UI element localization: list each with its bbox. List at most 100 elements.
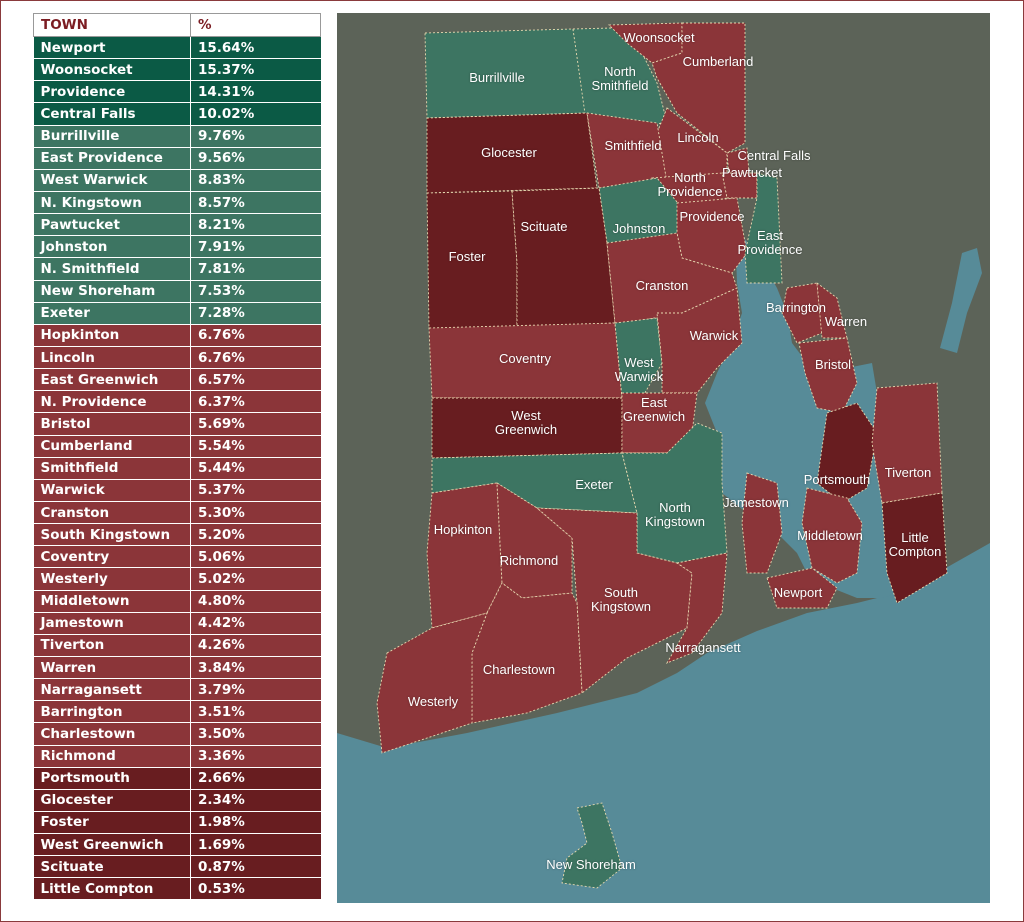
label-newport: Newport bbox=[773, 585, 823, 600]
label-east-greenwich: East Greenwich bbox=[622, 395, 686, 424]
label-west-greenwich: West Greenwich bbox=[494, 408, 558, 437]
percent-cell: 7.28% bbox=[190, 302, 321, 325]
label-east-providence: East Providence bbox=[737, 228, 803, 257]
percent-cell: 0.87% bbox=[190, 855, 321, 879]
table-row: Woonsocket 15.37% bbox=[33, 58, 321, 82]
town-name-cell: Jamestown bbox=[33, 612, 191, 635]
table-row: West Warwick 8.83% bbox=[33, 169, 321, 192]
percent-cell: 1.69% bbox=[190, 833, 321, 857]
table-row: Scituate 0.87% bbox=[33, 855, 321, 879]
table-row: Jamestown 4.42% bbox=[33, 612, 321, 635]
percent-cell: 5.69% bbox=[190, 412, 321, 436]
label-cranston: Cranston bbox=[635, 278, 689, 293]
table-row: N. Smithfield 7.81% bbox=[33, 257, 321, 281]
percent-cell: 2.66% bbox=[190, 767, 321, 790]
table-row: Westerly 5.02% bbox=[33, 567, 321, 591]
table-row: Warren 3.84% bbox=[33, 656, 321, 680]
label-lincoln: Lincoln bbox=[677, 130, 719, 145]
south-kingstown-region bbox=[535, 507, 693, 694]
label-foster: Foster bbox=[448, 249, 486, 264]
table-row: Cranston 5.30% bbox=[33, 501, 321, 525]
cumberland-region bbox=[651, 22, 746, 154]
label-pawtucket: Pawtucket bbox=[722, 165, 782, 180]
table-row: Middletown 4.80% bbox=[33, 590, 321, 613]
town-name-cell: Lincoln bbox=[33, 346, 191, 370]
table-row: New Shoreham 7.53% bbox=[33, 280, 321, 303]
label-tiverton: Tiverton bbox=[884, 465, 932, 480]
narragansett-region bbox=[665, 552, 728, 664]
label-middletown: Middletown bbox=[797, 528, 863, 543]
town-name-cell: Central Falls bbox=[33, 102, 191, 126]
label-jamestown: Jamestown bbox=[723, 495, 789, 510]
percent-cell: 8.21% bbox=[190, 213, 321, 237]
percent-cell: 7.91% bbox=[190, 235, 321, 259]
town-name-cell: South Kingstown bbox=[33, 523, 191, 547]
table-row: Lincoln 6.76% bbox=[33, 346, 321, 370]
town-name-cell: N. Providence bbox=[33, 390, 191, 414]
town-name-cell: N. Kingstown bbox=[33, 191, 191, 215]
percent-cell: 3.79% bbox=[190, 678, 321, 702]
table-row: Pawtucket 8.21% bbox=[33, 213, 321, 237]
percent-cell: 7.81% bbox=[190, 257, 321, 281]
newport-region bbox=[766, 567, 838, 609]
table-row: N. Kingstown 8.57% bbox=[33, 191, 321, 215]
percent-cell: 2.34% bbox=[190, 789, 321, 812]
town-name-cell: Coventry bbox=[33, 545, 191, 569]
label-portsmouth: Portsmouth bbox=[803, 472, 871, 487]
town-name-cell: Exeter bbox=[33, 302, 191, 325]
town-name-cell: New Shoreham bbox=[33, 280, 191, 303]
table-row: Central Falls 10.02% bbox=[33, 102, 321, 126]
map-svg bbox=[337, 22, 990, 903]
town-name-cell: Providence bbox=[33, 80, 191, 104]
label-scituate: Scituate bbox=[520, 219, 568, 234]
table-row: Richmond 3.36% bbox=[33, 745, 321, 768]
town-name-cell: East Greenwich bbox=[33, 368, 191, 392]
town-name-cell: Glocester bbox=[33, 789, 191, 812]
town-name-cell: Portsmouth bbox=[33, 767, 191, 790]
percent-cell: 3.50% bbox=[190, 722, 321, 746]
rhode-island-map: Woonsocket Cumberland Burrillville North… bbox=[337, 13, 990, 903]
table-row: Charlestown 3.50% bbox=[33, 722, 321, 746]
table-row: Bristol 5.69% bbox=[33, 412, 321, 436]
town-name-cell: Barrington bbox=[33, 700, 191, 724]
town-name-cell: Warren bbox=[33, 656, 191, 680]
label-providence: Providence bbox=[679, 209, 745, 224]
table-row: Barrington 3.51% bbox=[33, 700, 321, 724]
glocester-region bbox=[426, 112, 598, 194]
label-north-providence: North Providence bbox=[657, 170, 723, 199]
percent-cell: 6.37% bbox=[190, 390, 321, 414]
town-name-cell: Middletown bbox=[33, 590, 191, 613]
table-row: Tiverton 4.26% bbox=[33, 634, 321, 657]
label-westerly: Westerly bbox=[407, 694, 459, 709]
town-name-cell: West Warwick bbox=[33, 169, 191, 192]
table-row: Glocester 2.34% bbox=[33, 789, 321, 812]
label-johnston: Johnston bbox=[612, 221, 666, 236]
table-row: Narragansett 3.79% bbox=[33, 678, 321, 702]
label-glocester: Glocester bbox=[481, 145, 537, 160]
charlestown-region bbox=[471, 582, 583, 724]
percent-cell: 14.31% bbox=[190, 80, 321, 104]
percent-cell: 4.26% bbox=[190, 634, 321, 657]
percent-cell: 10.02% bbox=[190, 102, 321, 126]
warren-region bbox=[816, 282, 848, 339]
new-shoreham-region bbox=[561, 802, 623, 889]
label-warren: Warren bbox=[824, 314, 868, 329]
label-smithfield: Smithfield bbox=[604, 138, 662, 153]
town-name-cell: Little Compton bbox=[33, 877, 191, 901]
town-name-cell: Tiverton bbox=[33, 634, 191, 657]
town-name-cell: Woonsocket bbox=[33, 58, 191, 82]
town-name-cell: Charlestown bbox=[33, 722, 191, 746]
percent-cell: 3.36% bbox=[190, 745, 321, 768]
town-name-cell: Hopkinton bbox=[33, 324, 191, 347]
town-name-cell: Richmond bbox=[33, 745, 191, 768]
percent-cell: 1.98% bbox=[190, 811, 321, 835]
town-name-cell: Newport bbox=[33, 36, 191, 60]
label-barrington: Barrington bbox=[766, 300, 826, 315]
percent-column-header: % bbox=[190, 13, 321, 37]
town-name-cell: West Greenwich bbox=[33, 833, 191, 857]
percent-cell: 15.37% bbox=[190, 58, 321, 82]
table-row: Newport 15.64% bbox=[33, 36, 321, 60]
percent-cell: 3.51% bbox=[190, 700, 321, 724]
town-column-header: TOWN bbox=[33, 13, 191, 37]
label-warwick: Warwick bbox=[689, 328, 739, 343]
